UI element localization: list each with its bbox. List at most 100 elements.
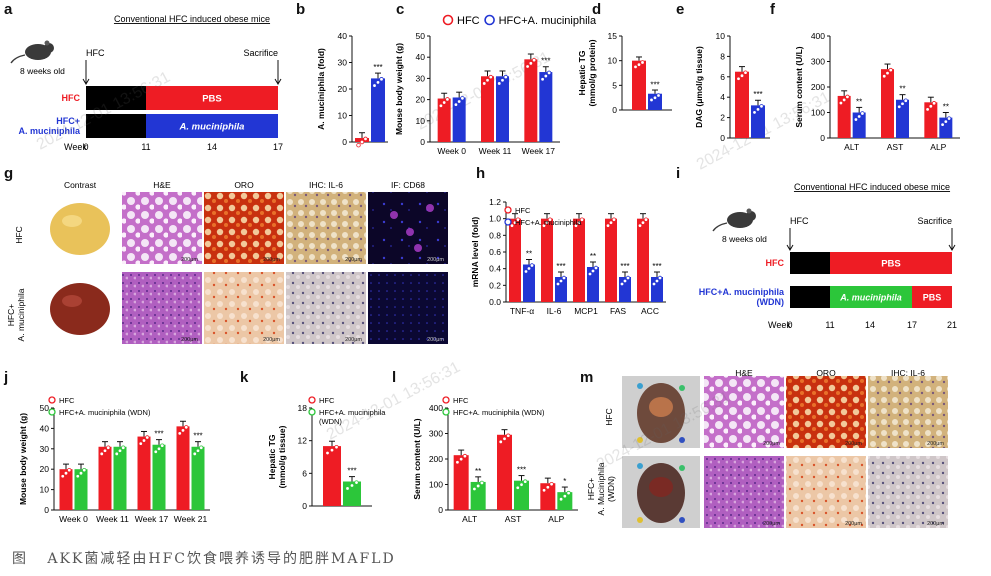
dissection-pin	[679, 437, 685, 443]
legend: HFC HFC+A. muciniphila	[442, 14, 597, 27]
bar	[509, 218, 521, 302]
segment-label: PBS	[202, 94, 222, 105]
legend-label-line: HFC+A. muciniphila	[319, 408, 386, 417]
data-point	[885, 70, 890, 76]
x-tick-label: IL-6	[547, 306, 562, 316]
start-arrowhead	[786, 244, 794, 251]
panel-letter-d: d	[592, 1, 601, 18]
x-tick-label: Week 0	[437, 146, 466, 156]
y-tick-label: 50	[416, 31, 426, 41]
bar	[881, 69, 894, 138]
legend-label-line: HFC	[453, 396, 469, 405]
data-point	[506, 433, 511, 438]
cd68-spot	[390, 211, 398, 219]
data-point	[512, 220, 518, 225]
y-tick-label: 0.6	[489, 247, 501, 257]
y-tick-label: 0	[302, 501, 307, 511]
data-point	[755, 107, 761, 112]
legend-label: HFC+A. muciniphila	[499, 15, 597, 27]
data-point	[622, 278, 628, 284]
data-point	[882, 74, 887, 79]
y-tick-label: 0.8	[489, 230, 501, 240]
data-point	[752, 110, 757, 115]
data-point	[195, 448, 201, 453]
y-tick-label: 8	[720, 51, 725, 61]
data-point	[590, 268, 596, 274]
micrograph-row-label: HFC	[604, 408, 614, 425]
micrograph-column-label: H&E	[735, 368, 753, 378]
chart-d: 0 5 10 15 Hepatic TG(mmol/g protein) ***	[577, 31, 672, 115]
segment-label: PBS	[923, 293, 942, 303]
legend: HFC HFC+A. muciniphila (WDN)	[442, 396, 545, 417]
legend-label: HFC	[515, 206, 531, 215]
data-point	[853, 117, 859, 122]
data-point	[541, 223, 547, 228]
data-point	[153, 449, 158, 454]
data-point	[940, 122, 945, 127]
y-tick-label: 200	[429, 454, 443, 464]
data-point	[472, 486, 477, 492]
y-axis-label: A. muciniphila (fold)	[316, 48, 326, 130]
panel-a-timeline: Conventional HFC induced obese mice 8 wee…	[10, 14, 283, 152]
data-point	[498, 439, 503, 445]
y-axis-label-line: (mmol/g tissue)	[277, 425, 287, 488]
x-tick-label: Week 0	[59, 514, 88, 524]
chart-f: 0 100 200 300 400 Serum content (U/L) ** ALT ** A…	[794, 31, 960, 152]
bar	[98, 446, 112, 510]
data-point	[649, 97, 654, 103]
legend-label: HFC+A. muciniphila	[515, 218, 582, 227]
y-axis-label-line: Serum content (U/L)	[794, 46, 804, 127]
data-point	[903, 98, 908, 103]
row-label-line: HFC+	[6, 304, 16, 326]
data-point	[561, 275, 567, 281]
mouse-ear	[746, 208, 752, 214]
row-label: HFC+ A. muciniphila	[18, 116, 81, 136]
data-point	[445, 97, 450, 102]
y-tick-label: 10	[416, 116, 426, 126]
legend-marker	[308, 396, 316, 404]
data-point	[587, 271, 593, 277]
segment-label: A. muciniphila	[839, 293, 902, 303]
data-point	[562, 493, 568, 499]
data-point	[654, 278, 660, 284]
data-point	[838, 100, 844, 106]
legend-label-line: HFC	[59, 396, 75, 405]
data-point	[544, 220, 550, 225]
bar	[152, 444, 166, 510]
x-tick-label: MCP1	[574, 306, 598, 316]
panel-letter-m: m	[580, 369, 593, 386]
row-label-line: HFC+	[56, 116, 80, 126]
data-point	[611, 217, 617, 222]
bar	[524, 59, 538, 142]
data-point	[145, 435, 150, 440]
data-point	[619, 281, 625, 287]
y-axis-label: mRNA level (fold)	[470, 217, 480, 288]
bar	[191, 446, 205, 510]
start-label: HFC	[86, 48, 105, 58]
x-tick-label: Week 17	[522, 146, 556, 156]
row-label-line: A. muciniphila	[16, 288, 26, 341]
bar	[74, 469, 88, 510]
y-tick-label: 0.4	[489, 264, 501, 274]
significance-stars: ***	[556, 262, 565, 271]
data-point	[652, 95, 658, 100]
y-axis-label-line: Mouse body weight (g)	[394, 43, 404, 135]
data-point	[531, 57, 537, 63]
cd68-spot	[406, 228, 414, 236]
y-tick-label: 5	[612, 80, 617, 90]
micrograph-tile	[868, 456, 948, 528]
data-point	[576, 220, 582, 225]
liver-highlight	[62, 295, 82, 307]
y-axis-label-line: mRNA level (fold)	[470, 217, 480, 288]
y-axis-label-line: DAG (μmol/g tissue)	[694, 46, 704, 128]
hfc-segment	[790, 286, 830, 308]
chart-c: 0 10 20 30 40 50 Mouse body weight (g) Week 0 We…	[394, 14, 597, 156]
data-point	[925, 107, 930, 112]
micrograph-tile	[786, 456, 866, 528]
bar	[896, 99, 909, 138]
data-point	[637, 223, 643, 228]
chart-h: 0.0 0.2 0.4 0.6 0.8 1.0 1.2 mRNA level (fold) **…	[470, 197, 666, 316]
data-point	[177, 431, 182, 436]
